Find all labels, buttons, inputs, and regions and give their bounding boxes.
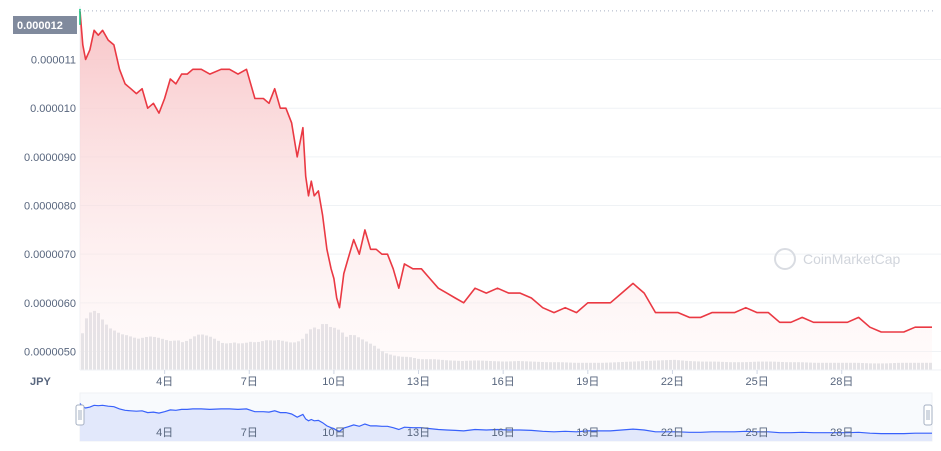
y-tick-label: 0.0000080 [24,201,76,213]
x-axis-labels: 4日 7日 10日 13日 16日 19日 22日 25日 28日 [156,370,853,388]
current-price-tag: 0.000012 [13,16,77,34]
x-tick-label: 13日 [407,376,430,388]
navigator-x-tick-label: 28日 [830,427,853,439]
navigator-right-handle-body[interactable] [923,404,933,426]
price-line[interactable] [79,10,932,333]
x-tick-label: 19日 [576,376,599,388]
navigator-x-tick-label: 22日 [661,427,684,439]
navigator-left-handle[interactable] [75,404,85,426]
navigator[interactable]: 4日 7日 10日 13日 16日 19日 22日 25日 28日 [75,392,933,442]
navigator-x-tick-label: 16日 [492,427,515,439]
y-tick-label: 0.000010 [30,103,76,115]
y-tick-label: 0.000011 [31,55,76,67]
x-tick-label: 25日 [745,376,768,388]
navigator-right-handle[interactable] [923,404,933,426]
y-tick-label: 0.0000060 [24,298,76,310]
navigator-x-tick-label: 25日 [745,427,768,439]
currency-label: JPY [30,376,51,388]
navigator-x-tick-label: 19日 [576,427,599,439]
x-tick-label: 28日 [830,376,853,388]
y-axis-labels: 0.0000050 0.0000060 0.0000070 0.0000080 0.00… [24,55,76,359]
x-tick-label: 16日 [492,376,515,388]
y-tick-label: 0.0000050 [24,347,76,359]
x-tick-label: 4日 [156,376,173,388]
coinmarketcap-logo-icon [774,248,796,270]
watermark: CoinMarketCap [774,248,900,270]
navigator-line [79,403,932,435]
x-tick-label: 10日 [322,376,345,388]
navigator-x-tick-label: 7日 [241,427,258,439]
watermark-text: CoinMarketCap [803,251,900,267]
navigator-x-tick-label: 4日 [156,427,173,439]
navigator-area-fill [80,403,932,441]
y-tick-label: 0.0000090 [24,152,76,164]
y-tick-label: 0.0000070 [24,249,76,261]
navigator-x-tick-label: 10日 [322,427,345,439]
x-tick-label: 22日 [661,376,684,388]
price-area-fill [80,10,932,371]
navigator-x-tick-label: 13日 [407,427,430,439]
navigator-x-axis-labels: 4日 7日 10日 13日 16日 19日 22日 25日 28日 [156,427,853,439]
current-price-tag-bg [13,16,77,34]
x-tick-label: 7日 [241,376,258,388]
navigator-left-handle-body[interactable] [75,404,85,426]
current-price-label: 0.000012 [17,20,63,32]
